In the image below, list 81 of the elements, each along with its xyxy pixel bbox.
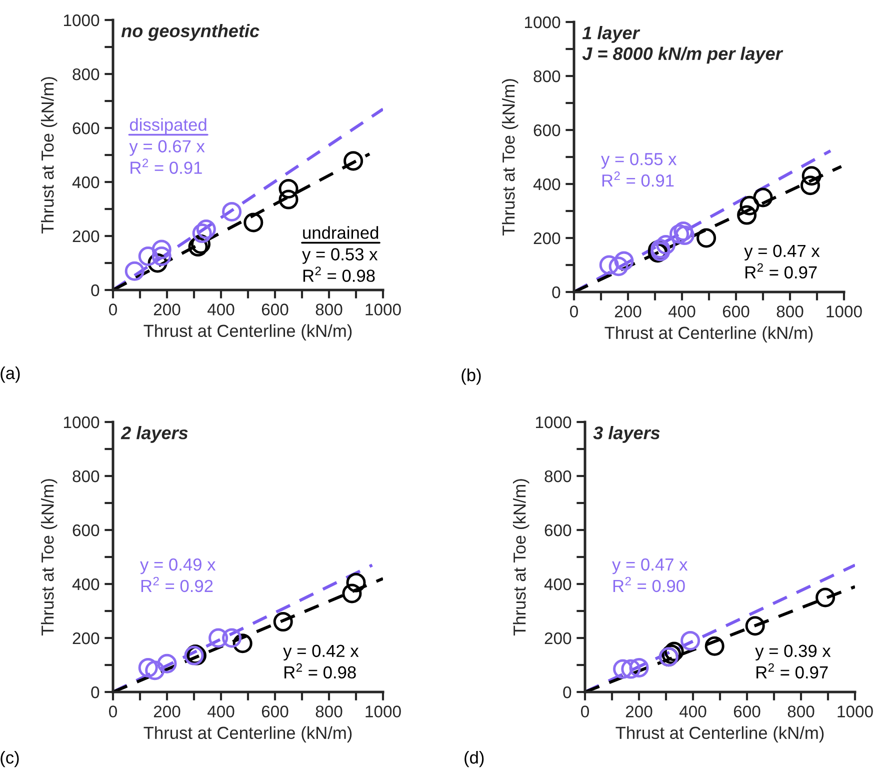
y-axis-title: Thrust at Toe (kN/m) — [512, 479, 530, 636]
y-tick-label: 400 — [72, 176, 100, 188]
annotation: undrained — [303, 226, 378, 239]
y-tick-label: 200 — [72, 632, 100, 644]
y-tick-label: 400 — [544, 578, 572, 590]
x-tick-label: 600 — [734, 706, 760, 718]
annotation: R$^{2}$ = 0.92 — [141, 576, 213, 592]
x-tick-label: 400 — [668, 306, 696, 318]
text: (a) — [0, 366, 20, 383]
annotation: y = 0.47 x — [744, 244, 820, 260]
annotation: y = 0.53 x — [302, 248, 378, 264]
y-tick-label: 200 — [72, 230, 100, 242]
annotation: R$^{2}$ = 0.97 — [746, 263, 817, 279]
y-tick-label: 0 — [552, 286, 560, 298]
x-tick-label: 200 — [154, 706, 180, 718]
x-tick-label: 800 — [316, 304, 342, 316]
y-tick-label: 1000 — [525, 16, 560, 28]
y-tick-label: 200 — [544, 632, 572, 644]
y-tick-label: 0 — [91, 686, 100, 698]
x-axis-title: Thrust at Centerline (kN/m) — [604, 326, 813, 342]
chart-title: no geosynthetic — [121, 24, 260, 41]
annotation: y = 0.42 x — [283, 644, 359, 660]
annotation: y = 0.47 x — [612, 558, 688, 574]
annotation: y = 0.55 x — [601, 152, 677, 169]
y-tick-label: 800 — [72, 470, 100, 482]
annotation: dissipated — [130, 118, 206, 134]
x-tick-label: 800 — [316, 706, 342, 718]
annotation: R$^{2}$ = 0.91 — [130, 158, 202, 174]
annotation: R$^{2}$ = 0.98 — [284, 663, 356, 679]
text: (d) — [464, 750, 484, 768]
y-tick-label: 600 — [534, 124, 560, 136]
x-tick-label: 800 — [788, 706, 814, 718]
annotation: R$^{2}$ = 0.97 — [756, 663, 828, 679]
y-tick-label: 200 — [534, 232, 560, 244]
y-tick-label: 600 — [72, 122, 100, 134]
x-tick-label: 400 — [207, 304, 234, 316]
y-tick-label: 1000 — [64, 416, 100, 428]
x-tick-label: 600 — [262, 304, 288, 316]
y-tick-label: 1000 — [64, 14, 100, 26]
x-tick-label: 400 — [679, 706, 706, 718]
x-tick-label: 600 — [722, 306, 750, 318]
chart-title: 3 layers — [593, 426, 660, 443]
y-axis-title: Thrust at Toe (kN/m) — [502, 79, 518, 236]
x-tick-label: 1000 — [838, 706, 873, 718]
x-tick-label: 400 — [207, 706, 234, 718]
x-axis-title: Thrust at Centerline (kN/m) — [616, 726, 824, 742]
x-tick-label: 1000 — [366, 304, 401, 316]
x-tick-label: 200 — [154, 304, 180, 316]
x-tick-label: 200 — [614, 306, 642, 318]
y-tick-label: 600 — [544, 524, 572, 536]
x-tick-label: 0 — [581, 706, 589, 718]
annotation: R$^{2}$ = 0.90 — [613, 576, 685, 592]
x-tick-label: 0 — [109, 304, 117, 316]
y-tick-label: 400 — [533, 178, 560, 190]
text: 1 layer J = 8000 kN/m per layer — [582, 26, 784, 64]
x-axis-title: Thrust at Centerline (kN/m) — [144, 324, 352, 340]
x-tick-label: 600 — [262, 706, 288, 718]
chart-title: 2 layers — [120, 426, 188, 443]
y-tick-label: 0 — [91, 284, 100, 296]
annotation: R$^{2}$ = 0.91 — [602, 171, 674, 187]
y-tick-label: 800 — [534, 70, 560, 82]
y-axis-title: Thrust at Toe (kN/m) — [40, 77, 58, 234]
text: (c) — [0, 750, 19, 768]
annotation: R$^{2}$ = 0.98 — [303, 266, 375, 282]
y-tick-label: 800 — [544, 470, 572, 482]
y-tick-label: 400 — [72, 578, 100, 590]
x-tick-label: 1000 — [366, 706, 401, 718]
x-tick-label: 1000 — [826, 306, 862, 318]
y-tick-label: 800 — [72, 68, 100, 80]
text: (b) — [462, 368, 481, 385]
annotation: y = 0.67 x — [129, 140, 205, 156]
annotation: y = 0.49 x — [140, 558, 216, 574]
y-axis-title: Thrust at Toe (kN/m) — [40, 479, 58, 636]
x-tick-label: 200 — [626, 706, 652, 718]
y-tick-label: 0 — [563, 686, 572, 698]
y-tick-label: 600 — [72, 524, 100, 536]
x-tick-label: 0 — [109, 706, 117, 718]
y-tick-label: 1000 — [536, 416, 572, 428]
x-axis-title: Thrust at Centerline (kN/m) — [144, 726, 352, 742]
x-tick-label: 800 — [776, 306, 804, 318]
annotation: y = 0.39 x — [755, 644, 831, 660]
